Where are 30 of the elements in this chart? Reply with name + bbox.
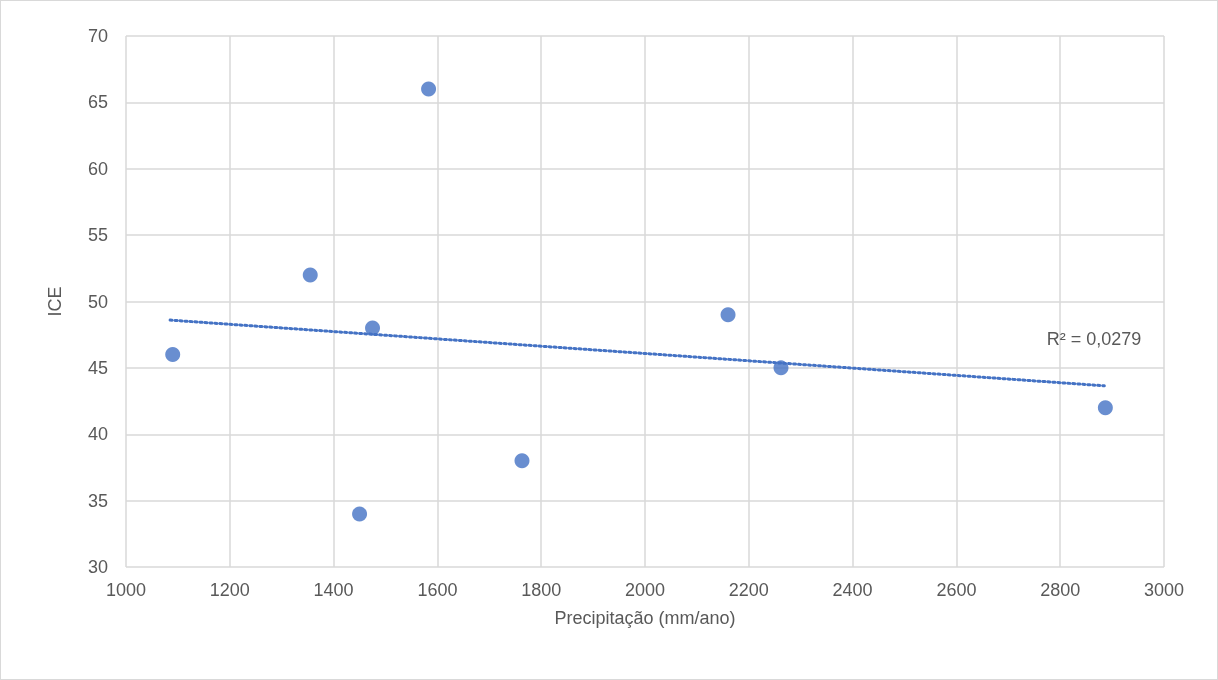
point (1097, 400, 1113, 416)
point (165, 347, 181, 363)
y-tick-label: 50 (87, 291, 108, 312)
point (421, 81, 437, 97)
x-tick-label: 1800 (521, 580, 562, 600)
y-tick-label: 65 (87, 92, 108, 113)
y-tick-label: 40 (87, 424, 108, 445)
x-tick-label: 2600 (936, 580, 977, 600)
x-tick-label: 1200 (209, 580, 250, 600)
x-tick-label: 2400 (832, 580, 873, 600)
x-tick-label: 1000 (105, 580, 147, 600)
y-tick-label: 55 (87, 225, 108, 246)
point (720, 307, 736, 323)
point (352, 506, 368, 522)
annotation: R² = 0,0279 (1046, 329, 1142, 349)
x-tick-label: 2200 (728, 580, 769, 600)
x-axis-title: Precipitação (mm/ano) (554, 608, 736, 628)
x-tick-label: 1600 (417, 580, 458, 600)
y-axis-title: ICE (45, 286, 65, 317)
y-tick-label: 35 (87, 490, 108, 511)
x-tick-label: 1400 (313, 580, 354, 600)
point (302, 267, 318, 283)
x-tick-label: 2000 (624, 580, 666, 600)
point (514, 453, 530, 469)
y-tick-label: 60 (87, 158, 108, 179)
y-tick-label: 70 (87, 26, 108, 46)
y-tick-label: 30 (87, 557, 108, 577)
x-tick-label: 3000 (1143, 580, 1185, 600)
y-tick-label: 45 (87, 357, 108, 378)
x-tick-label: 2800 (1040, 580, 1081, 600)
